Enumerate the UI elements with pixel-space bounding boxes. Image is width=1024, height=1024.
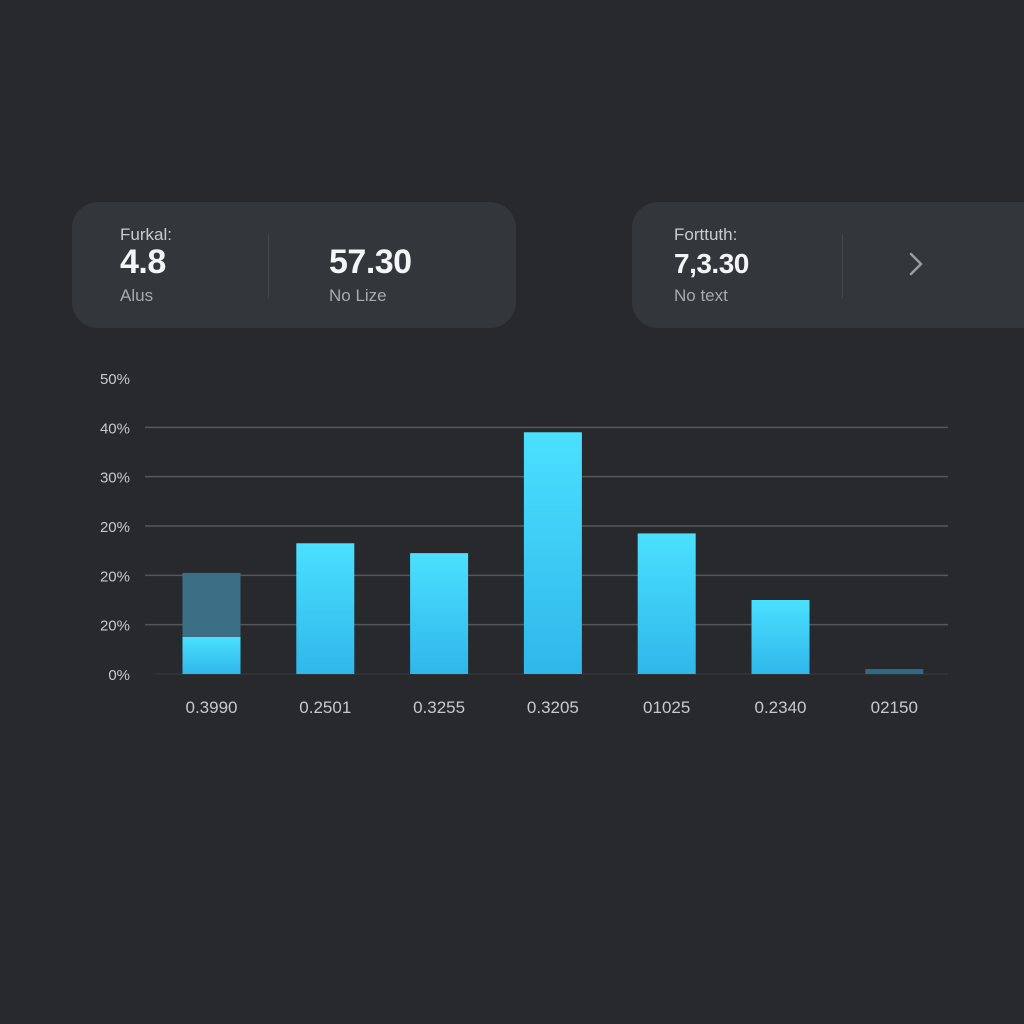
x-tick-label: 0.2501: [299, 698, 351, 717]
bar: [523, 432, 582, 674]
stat-value: 4.8: [120, 243, 166, 281]
x-tick-label: 0.3990: [186, 698, 238, 717]
stat-value: 57.30: [329, 243, 412, 281]
y-axis-ticks: 0% 20% 20% 20% 30% 40% 50%: [100, 371, 130, 684]
x-axis-ticks: 0.3990 0.2501 0.3255 0.3205 01025 0.2340 02150: [186, 698, 918, 717]
y-tick-label: 50%: [100, 371, 130, 388]
bar: [296, 543, 355, 674]
y-tick-label: 0%: [108, 667, 130, 684]
x-tick-label: 0.3205: [527, 698, 579, 717]
stat-sub: No text: [674, 286, 728, 305]
x-tick-label: 01025: [643, 698, 690, 717]
x-tick-label: 0.3255: [413, 698, 465, 717]
bar: [865, 669, 924, 674]
bar: [410, 553, 469, 674]
card-divider: [268, 234, 269, 298]
y-tick-label: 30%: [100, 470, 130, 487]
chevron-right-icon[interactable]: [902, 250, 930, 278]
y-tick-label: 20%: [100, 568, 130, 585]
y-tick-label: 20%: [100, 618, 130, 635]
stat-label: Furkal:: [120, 225, 172, 244]
summary-card-left: Furkal: 4.8 Alus 57.30 No Lize: [72, 202, 516, 328]
stat-label: Forttuth:: [674, 225, 738, 244]
bar: [751, 600, 810, 674]
x-tick-label: 0.2340: [755, 698, 807, 717]
bar: [637, 533, 696, 674]
y-tick-label: 40%: [100, 420, 130, 437]
bars: [182, 432, 924, 674]
stat-sub: Alus: [120, 286, 154, 305]
stat-value: 7,3.30: [674, 248, 749, 279]
bar: [182, 637, 241, 674]
y-tick-label: 20%: [100, 519, 130, 536]
stat-sub: No Lize: [329, 286, 387, 305]
x-tick-label: 02150: [871, 698, 918, 717]
card-divider: [842, 234, 843, 298]
summary-card-right[interactable]: Forttuth: 7,3.30 No text: [632, 202, 1024, 328]
